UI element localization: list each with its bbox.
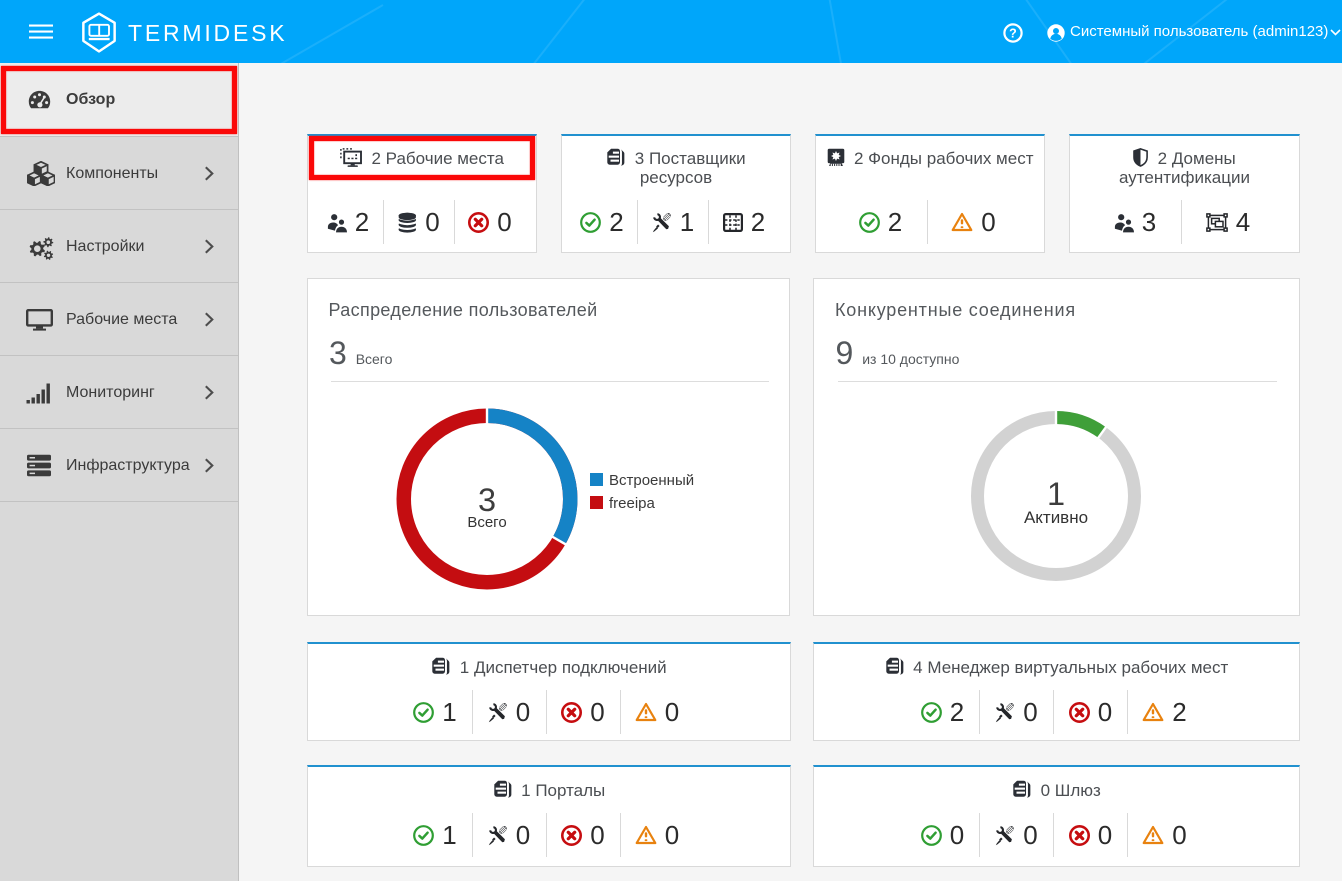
svg-text:3: 3: [478, 482, 496, 518]
svg-text:Активно: Активно: [1024, 508, 1088, 527]
svg-text:?: ?: [1009, 26, 1017, 40]
svg-text:Всего: Всего: [467, 514, 506, 531]
svg-text:1: 1: [1047, 476, 1065, 512]
